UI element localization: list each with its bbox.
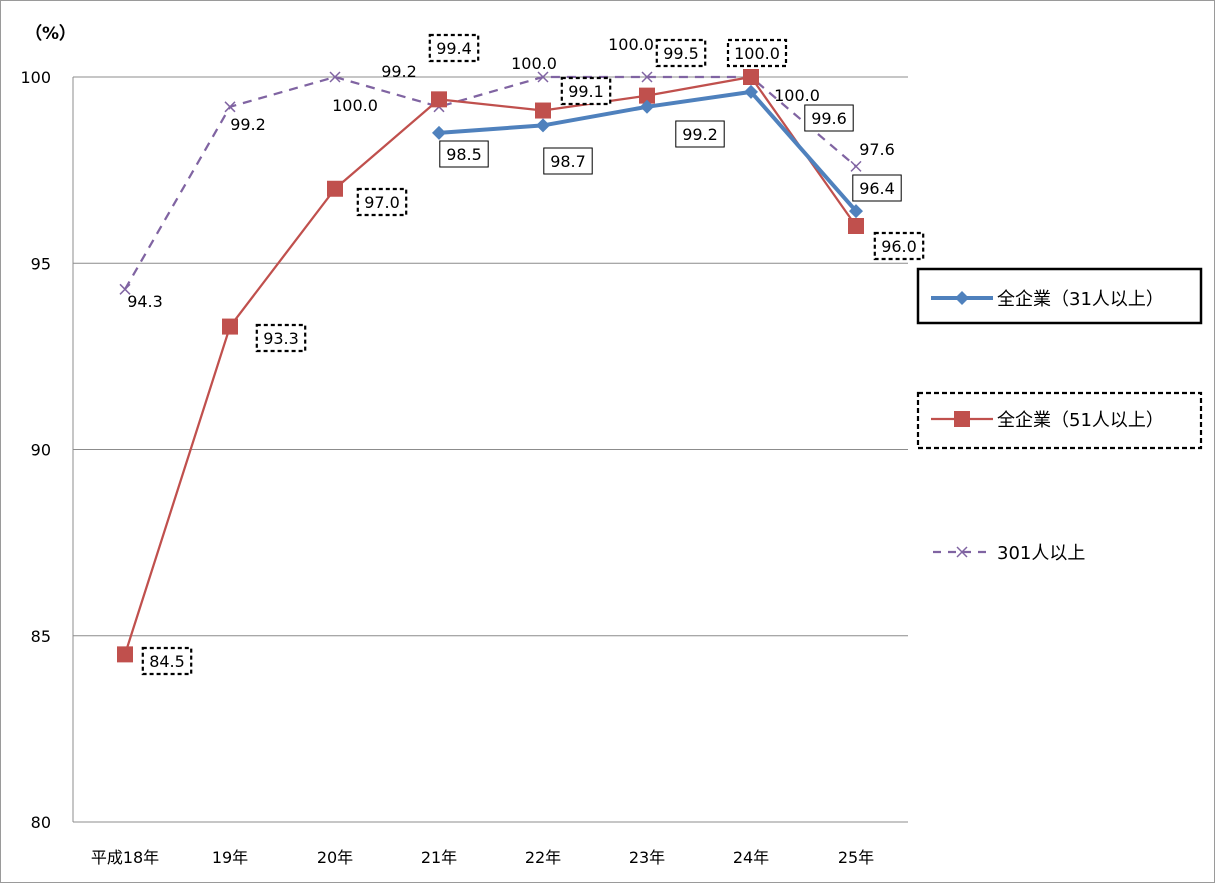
x-marker-stroke [329,71,341,83]
data-point-marker [327,180,343,197]
x-tick-label: 25年 [838,848,874,867]
x-tick-labels: 平成18年 19年 20年 21年 22年 23年 24年 25年 [91,848,874,867]
y-tick-label: 90 [31,441,51,460]
y-tick-label: 85 [31,627,51,646]
data-label: 84.5 [149,652,185,671]
data-label-box [356,187,408,217]
x-marker-stroke [850,160,862,172]
x-tick-label: 24年 [733,848,769,867]
legend-marker [956,546,968,558]
data-label-box [439,140,489,168]
x-tick-label: 22年 [525,848,561,867]
x-marker-stroke [224,101,236,113]
x-marker-stroke [641,71,653,83]
data-label-box [726,38,788,68]
x-tick-label: 20年 [317,848,353,867]
data-point-marker [743,69,759,85]
data-label: 100.0 [608,35,654,54]
legend-label: 全企業（31人以上） [997,289,1164,310]
legend-item-2: 301人以上 [933,543,1085,564]
data-point-marker [849,204,863,219]
data-point-marker [536,118,550,133]
data-point-marker [744,84,758,99]
data-point-marker [639,87,655,104]
data-point-marker [432,125,446,140]
legend-label: 全企業（51人以上） [997,410,1164,431]
data-label: 100.0 [774,86,820,105]
x-marker-stroke [956,546,968,558]
data-label-box [428,33,480,63]
series-line-1 [123,75,857,655]
legend: 全企業（31人以上） 全企業（51人以上） 301人以上 [916,267,1203,564]
y-tick-label: 80 [31,813,51,832]
data-label: 94.3 [127,292,163,311]
data-label: 96.0 [881,237,917,256]
y-tick-label: 95 [31,254,51,273]
data-label: 99.5 [663,44,699,63]
data-label: 98.5 [446,145,482,164]
data-label-box [675,120,725,148]
data-label: 98.7 [550,152,586,171]
y-axis-unit-label: （%） [25,23,76,44]
data-point-marker [119,283,131,295]
series-lines [123,75,858,655]
data-point-marker [641,71,653,83]
y-tick-labels: 80 85 90 95 100 [20,68,51,832]
legend-item-1: 全企業（51人以上） [916,391,1203,450]
data-label: 99.2 [381,62,417,81]
data-label: 100.0 [332,96,378,115]
legend-item-0: 全企業（31人以上） [916,267,1203,325]
data-label: 99.2 [230,115,266,134]
data-label: 100.0 [511,54,557,73]
x-marker-stroke [119,283,131,295]
data-point-marker [537,71,549,83]
data-label: 93.3 [263,329,299,348]
series-line-2 [124,75,857,290]
data-point-marker [848,218,864,234]
data-label-box [141,646,193,676]
series-markers [117,69,864,663]
x-tick-label: 19年 [212,848,248,867]
data-label-box [655,38,707,68]
x-tick-label: 21年 [421,848,457,867]
legend-marker [955,291,969,305]
data-label: 99.6 [811,109,847,128]
data-label-box [852,174,902,202]
data-label: 99.1 [568,82,604,101]
legend-marker [954,411,970,427]
x-tick-label: 平成18年 [91,848,159,867]
gridlines [72,76,908,823]
legend-label: 301人以上 [997,543,1085,564]
data-point-marker [224,101,236,113]
y-tick-label: 100 [20,68,51,87]
data-point-marker [117,646,133,663]
x-tick-label: 23年 [629,848,665,867]
data-point-marker [850,160,862,172]
data-label: 99.2 [682,125,718,144]
data-label: 99.4 [436,39,472,58]
data-label-box [255,323,307,353]
data-label: 100.0 [734,44,780,63]
data-point-marker [431,91,447,108]
data-point-marker [535,102,551,119]
x-marker-stroke [537,71,549,83]
data-label-box [804,104,854,132]
data-label: 97.6 [859,140,895,159]
data-label-box [560,76,612,106]
data-label-box [543,147,593,175]
data-label: 97.0 [364,193,400,212]
data-point-marker [222,318,238,335]
data-point-marker [329,71,341,83]
data-label-box [873,231,925,261]
data-point-marker [640,99,654,114]
data-label: 96.4 [859,179,895,198]
